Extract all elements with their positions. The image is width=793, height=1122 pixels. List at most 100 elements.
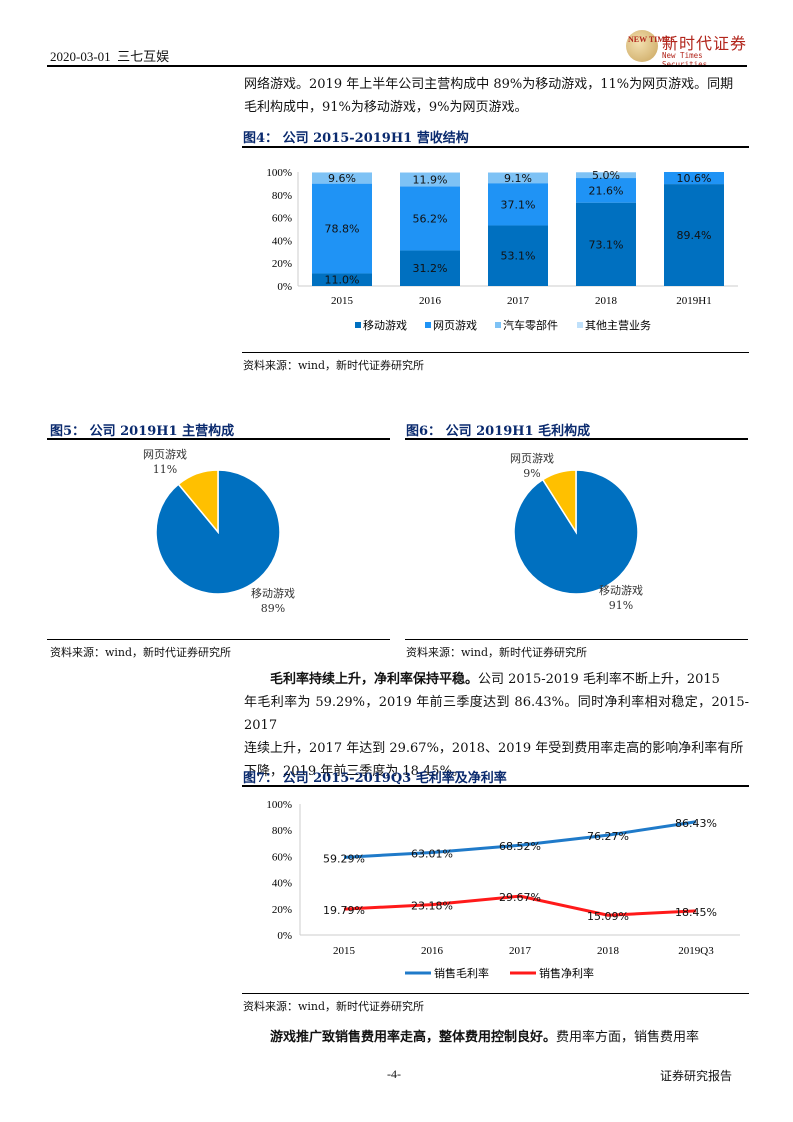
y-tick: 100% <box>266 167 292 179</box>
logo-en-name: New Times Securities <box>662 51 707 69</box>
point-label: 63.01% <box>411 847 453 860</box>
fig4-title-divider <box>242 146 749 148</box>
y-tick: 60% <box>272 213 292 225</box>
bar-segment <box>576 172 636 179</box>
intro-paragraph: 网络游戏。2019 年上半年公司主营构成中 89%为移动游戏，11%为网页游戏。… <box>244 73 749 119</box>
bar-segment <box>312 273 372 286</box>
y-tick: 0% <box>277 281 292 293</box>
bar-label: 21.6% <box>589 184 624 197</box>
bar-segment <box>488 172 548 184</box>
fig6-title-divider <box>405 438 748 440</box>
logo-cn-name: 新时代证券 <box>662 34 748 53</box>
y-tick: 20% <box>272 904 292 916</box>
margin-lead-bold: 毛利率持续上升，净利率保持平稳。 <box>270 672 479 687</box>
pie-slice-web <box>541 469 577 535</box>
bar-label: 11.9% <box>413 174 448 187</box>
legend-swatch <box>425 322 431 328</box>
point-label: 59.29% <box>323 852 365 865</box>
bar-segment <box>576 202 636 286</box>
point-label: 23.18% <box>411 900 453 913</box>
intro-line-1: 网络游戏。2019 年上半年公司主营构成中 89%为移动游戏，11%为网页游戏。… <box>244 77 734 92</box>
pie-label-mobile: 移动游戏 <box>599 584 643 597</box>
margin-line-2: 年毛利率为 59.29%，2019 年前三季度达到 86.43%。同时净利率相对… <box>244 695 749 733</box>
bar-label: 31.2% <box>413 262 448 275</box>
bar-segment <box>312 183 372 274</box>
point-label: 86.43% <box>675 817 717 830</box>
point-label: 76.27% <box>587 830 629 843</box>
legend-label: 汽车零部件 <box>503 318 558 332</box>
bar-label: 78.8% <box>325 223 360 236</box>
margin-line-3: 连续上升，2017 年达到 29.67%，2018、2019 年受到费用率走高的… <box>244 741 744 756</box>
fig7-source-divider <box>242 993 749 994</box>
expense-rest: 费用率方面，销售费用率 <box>556 1030 700 1045</box>
fig7-title-divider <box>242 785 749 787</box>
fig4-title: 图4： 公司 2015-2019H1 营收结构 <box>243 131 469 146</box>
bar-label: 89.4% <box>677 229 712 242</box>
pie-label-mobile: 移动游戏 <box>251 587 295 600</box>
pie-label-web: 网页游戏 <box>143 448 187 461</box>
y-tick: 40% <box>272 878 292 890</box>
pie-value-mobile: 91% <box>609 599 633 612</box>
page-number: -4- <box>387 1067 401 1081</box>
x-tick: 2019H1 <box>676 295 711 307</box>
y-tick: 80% <box>272 825 292 837</box>
line-series <box>343 894 697 917</box>
x-tick: 2016 <box>419 295 442 307</box>
bar-segment <box>664 184 724 286</box>
x-tick: 2018 <box>595 295 618 307</box>
y-tick: 20% <box>272 258 292 270</box>
bar-segment <box>312 172 372 173</box>
bar-label: 5.0% <box>592 169 620 182</box>
logo-badge-text: NEW TIMES <box>628 35 675 44</box>
margin-line-1-rest: 公司 2015-2019 毛利率不断上升，2015 <box>478 672 720 687</box>
legend-label: 销售净利率 <box>539 966 594 980</box>
bar-segment <box>400 250 460 286</box>
fig6-pie-chart: 网页游戏 9% 移动游戏 91% <box>510 452 643 612</box>
line-series <box>343 820 697 859</box>
fig4-source-divider <box>242 352 749 353</box>
footer-label: 证券研究报告 <box>660 1069 733 1083</box>
bar-segment <box>488 172 548 173</box>
point-label: 29.67% <box>499 891 541 904</box>
bar-label: 9.1% <box>504 172 532 185</box>
header-date-company: 2020-03-01 三七互娱 <box>50 46 169 65</box>
header-date: 2020-03-01 <box>50 49 111 64</box>
x-tick: 2015 <box>331 295 354 307</box>
expense-lead-bold: 游戏推广致销售费用率走高，整体费用控制良好。 <box>270 1030 557 1045</box>
bar-segment <box>400 172 460 187</box>
legend-label: 销售毛利率 <box>434 966 489 980</box>
legend-swatch <box>577 322 583 328</box>
bar-label: 9.6% <box>328 172 356 185</box>
bar-label: 37.1% <box>501 198 536 211</box>
pie-value-web: 9% <box>523 467 540 480</box>
bar-segment <box>664 172 724 185</box>
bar-segment <box>312 172 372 184</box>
y-tick: 0% <box>277 930 292 942</box>
legend-label: 其他主营业务 <box>585 318 651 332</box>
fig4-stacked-bar-chart: 0% 20% 40% 60% 80% 100% 11.0% 78.8% 9.6% 2015 31.2… <box>266 167 738 332</box>
fig6-source-divider <box>405 639 748 640</box>
pie-label-web: 网页游戏 <box>510 452 554 465</box>
point-label: 18.45% <box>675 906 717 919</box>
bar-segment <box>576 178 636 203</box>
x-tick: 2017 <box>507 295 530 307</box>
fig7-title: 图7： 公司 2015-2019Q3 毛利率及净利率 <box>243 771 507 786</box>
fig5-source-divider <box>47 639 390 640</box>
fig7-line-chart: 0% 20% 40% 60% 80% 100% 2015 2016 2017 2018 2019Q3… <box>266 799 740 980</box>
margin-line-1: 毛利率持续上升，净利率保持平稳。公司 2015-2019 毛利率不断上升，201… <box>244 668 749 691</box>
bar-label: 56.2% <box>413 212 448 225</box>
y-tick: 60% <box>272 851 292 863</box>
fig6-title: 图6： 公司 2019H1 毛利构成 <box>406 424 591 439</box>
x-tick: 2019Q3 <box>678 945 714 957</box>
bar-segment <box>488 225 548 286</box>
intro-line-2: 毛利构成中，91%为移动游戏，9%为网页游戏。 <box>244 100 528 115</box>
bar-label: 53.1% <box>501 250 536 263</box>
legend-label: 移动游戏 <box>363 319 407 332</box>
fig6-source: 资料来源：wind，新时代证券研究所 <box>406 646 588 659</box>
fig4-source: 资料来源：wind，新时代证券研究所 <box>243 359 425 372</box>
y-tick: 80% <box>272 190 292 202</box>
fig5-title-divider <box>47 438 390 440</box>
margin-paragraph: 毛利率持续上升，净利率保持平稳。公司 2015-2019 毛利率不断上升，201… <box>244 668 749 783</box>
x-tick: 2018 <box>597 945 620 957</box>
bar-segment <box>400 186 460 251</box>
